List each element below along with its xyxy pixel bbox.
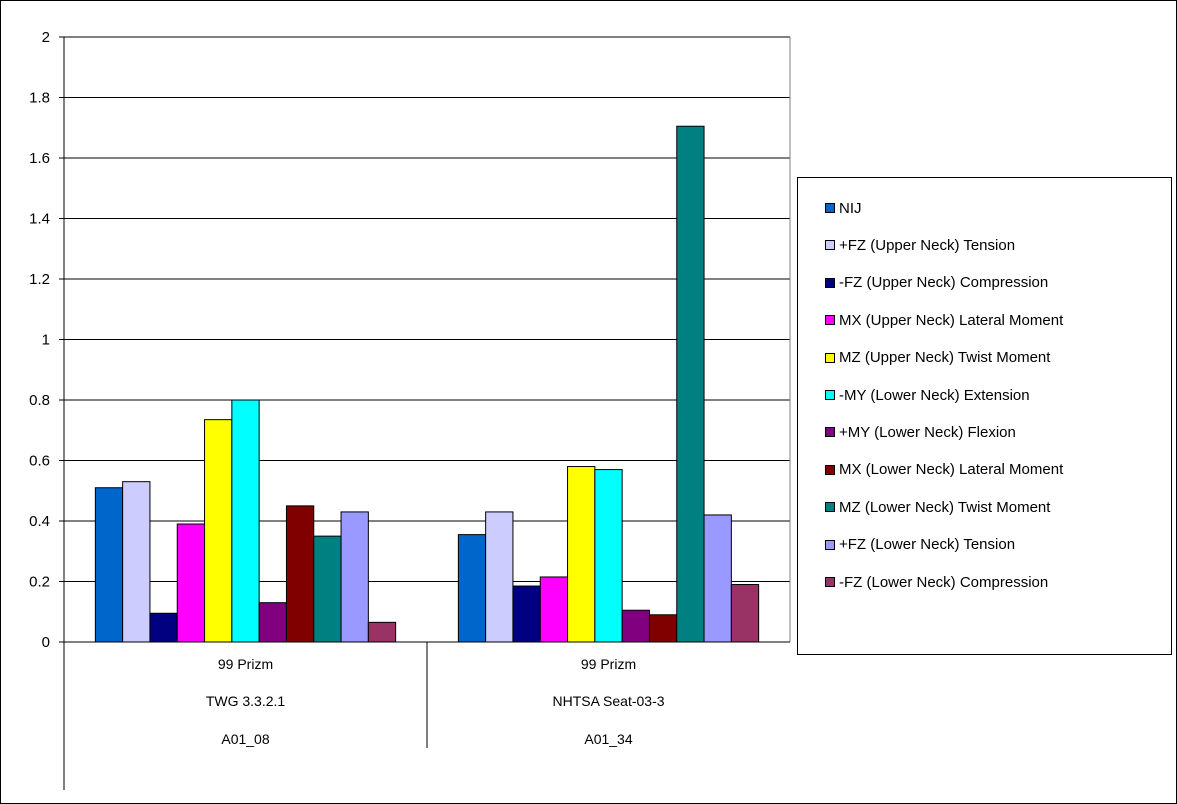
bars [94, 125, 760, 643]
bar-7-cat-2 [621, 609, 650, 643]
y-tick-label: 0 [42, 634, 50, 651]
legend-item: NIJ [825, 198, 862, 218]
legend-swatch [825, 240, 835, 251]
legend-swatch [825, 464, 835, 475]
bar-10-cat-1 [340, 511, 369, 643]
bar-1-cat-2 [457, 534, 487, 643]
legend-item: MZ (Upper Neck) Twist Moment [825, 348, 1050, 368]
bar-4-cat-2 [539, 576, 569, 643]
category-label: 99 Prizm [218, 656, 273, 672]
category-label: TWG 3.3.2.1 [206, 693, 286, 709]
y-tick-label: 1.4 [29, 211, 50, 228]
axis-labels: 0 0.2 0.4 0.6 0.8 1 1.2 1.4 1.6 1.8 2 99 Prizm TWG 3… [29, 29, 665, 747]
legend-swatch [825, 390, 835, 400]
category-label: A01_34 [584, 731, 632, 747]
legend-item: MX (Lower Neck) Lateral Moment [825, 460, 1063, 480]
category-label: 99 Prizm [581, 656, 636, 672]
y-tick-label: 0.4 [29, 513, 50, 530]
bar-8-cat-1 [285, 505, 315, 643]
legend-swatch [825, 203, 835, 213]
legend: NIJ +FZ (Upper Neck) Tension -FZ (Upper Ne… [797, 177, 1172, 655]
bar-9-cat-1 [313, 535, 342, 643]
legend-item: -FZ (Lower Neck) Compression [825, 572, 1048, 592]
bar-2-cat-1 [122, 481, 151, 643]
bar-1-cat-1 [94, 487, 124, 643]
legend-item: -MY (Lower Neck) Extension [825, 385, 1030, 405]
bar-8-cat-2 [648, 614, 678, 643]
y-tick-label: 1.6 [29, 150, 50, 167]
bar-3-cat-2 [512, 585, 541, 643]
legend-swatch [825, 277, 835, 288]
legend-swatch [825, 315, 835, 326]
legend-label: +MY (Lower Neck) Flexion [839, 423, 1016, 441]
category-label: A01_08 [221, 731, 269, 747]
bar-2-cat-2 [485, 511, 514, 643]
y-tick-label: 0.2 [29, 574, 50, 591]
legend-label: MZ (Lower Neck) Twist Moment [839, 498, 1051, 516]
bar-6-cat-1 [231, 399, 260, 643]
y-tick-label: 1 [42, 332, 50, 349]
legend-swatch [825, 539, 835, 550]
legend-swatch [825, 577, 835, 587]
legend-swatch [825, 352, 835, 363]
legend-swatch [825, 502, 835, 513]
bar-3-cat-1 [149, 612, 178, 643]
legend-label: MZ (Upper Neck) Twist Moment [839, 349, 1051, 367]
legend-item: -FZ (Upper Neck) Compression [825, 273, 1048, 293]
bar-9-cat-2 [676, 125, 705, 643]
legend-item: +MY (Lower Neck) Flexion [825, 422, 1016, 442]
legend-item: +FZ (Upper Neck) Tension [825, 235, 1015, 255]
y-tick-label: 2 [42, 29, 50, 46]
legend-label: MX (Upper Neck) Lateral Moment [839, 311, 1064, 329]
legend-label: MX (Lower Neck) Lateral Moment [839, 461, 1064, 479]
y-tick-label: 0.8 [29, 392, 50, 409]
legend-label: -FZ (Lower Neck) Compression [839, 573, 1049, 591]
bar-4-cat-1 [176, 523, 206, 643]
y-tick-label: 1.8 [29, 90, 50, 107]
axes [59, 36, 791, 790]
legend-label: NIJ [839, 199, 862, 217]
legend-label: +FZ (Upper Neck) Tension [839, 236, 1016, 254]
category-label: NHTSA Seat-03-3 [552, 693, 664, 709]
legend-item: MX (Upper Neck) Lateral Moment [825, 310, 1063, 330]
legend-item: +FZ (Lower Neck) Tension [825, 535, 1015, 555]
bar-7-cat-1 [258, 602, 287, 643]
bar-10-cat-2 [703, 514, 732, 643]
legend-swatch [825, 427, 835, 438]
bar-5-cat-2 [567, 466, 596, 643]
y-tick-label: 1.2 [29, 271, 50, 288]
legend-label: -MY (Lower Neck) Extension [839, 386, 1030, 404]
bar-11-cat-2 [730, 584, 760, 643]
bar-11-cat-1 [367, 621, 397, 643]
legend-label: -FZ (Upper Neck) Compression [839, 274, 1049, 292]
y-tick-label: 0.6 [29, 453, 50, 470]
legend-label: +FZ (Lower Neck) Tension [839, 536, 1016, 554]
bar-6-cat-2 [594, 469, 623, 643]
legend-item: MZ (Lower Neck) Twist Moment [825, 497, 1050, 517]
gridlines [64, 36, 790, 582]
bar-5-cat-1 [204, 419, 233, 643]
